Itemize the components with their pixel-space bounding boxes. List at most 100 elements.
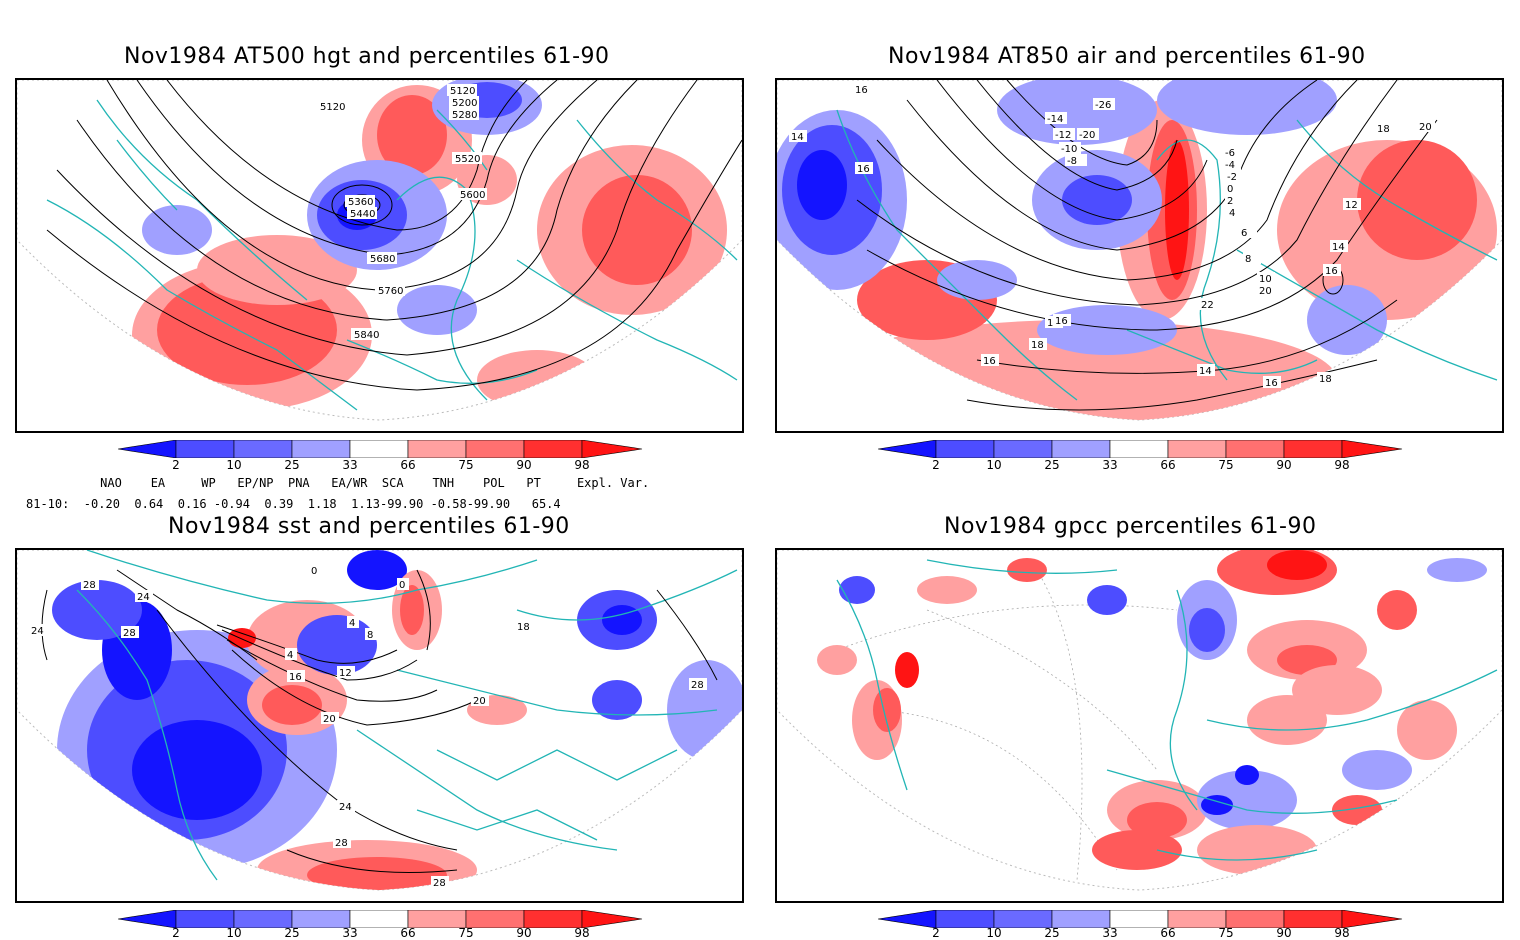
contour-label: 28 [691,680,704,691]
colorbar-top-left: 2 10 25 33 66 75 90 98 [117,439,644,474]
graticule [836,569,1178,881]
contour-label: 5760 [378,286,403,297]
contour-label: 5520 [455,154,480,165]
colorbar-label: 90 [516,926,532,940]
colorbar-label: 66 [1160,458,1176,472]
colorbar-swatches [877,909,1403,929]
contour-label: -2 [1227,172,1237,183]
indices-header: NAO EA WP EP/NP PNA EA/WR SCA TNH POL PT… [64,476,650,490]
contour-label: 28 [123,628,136,639]
contour-label: 28 [83,580,96,591]
contour-label: 28 [335,838,348,849]
map-panel-gpcc [775,548,1504,903]
colorbar-label: 33 [342,926,358,940]
colorbar-label: 66 [400,926,416,940]
panel-title-sst: Nov1984 sst and percentiles 61-90 [168,514,570,539]
contour-label: 24 [137,592,150,603]
colorbar-label: 98 [1334,458,1350,472]
contour-label: 4 [1229,208,1235,219]
contour-labels: 5120 5200 5280 5120 5360 5440 5520 5600 … [317,84,487,341]
contour-label: 16 [1265,378,1278,389]
contour-label: 6 [1241,228,1247,239]
contour-label: 24 [31,626,44,637]
colorbar-label: 98 [574,926,590,940]
colorbar-label: 10 [986,926,1002,940]
colorbar-label: 90 [1276,458,1292,472]
colorbar-bottom-right: 2 10 25 33 66 75 90 98 [877,909,1404,940]
colorbar-label: 10 [226,926,242,940]
contour-label: 18 [1377,124,1390,135]
indices-row: 81-10: -0.20 0.64 0.16 -0.94 0.39 1.18 1… [26,497,561,511]
contour-label: 12 [1345,200,1358,211]
contour-label: -4 [1225,160,1235,171]
map-sst: 28 24 28 24 0 0 4 8 4 16 12 20 24 28 28 … [17,550,742,891]
map-at850: 16 14 16 -26 -20 -14 -12 -10 -8 -6 -4 -2… [777,80,1502,421]
contour-labels: 28 24 28 24 0 0 4 8 4 16 12 20 24 28 28 … [29,564,707,889]
colorbar-swatches [877,439,1403,459]
contour-label: 5840 [354,330,379,341]
contour-label: 18 [1319,374,1332,385]
contour-label: 24 [339,802,352,813]
contour-label: 5280 [452,110,477,121]
colorbar-label: 2 [932,458,940,472]
percentile-shading [777,80,1497,420]
colorbar-label: 98 [574,458,590,472]
colorbar-label: 33 [1102,458,1118,472]
contour-label: -12 [1055,130,1071,141]
temperature-contours [856,80,1438,411]
contour-label: 5120 [320,102,345,113]
contour-label: 14 [1199,366,1212,377]
height-contours [46,80,742,391]
colorbar-label: 98 [1334,926,1350,940]
contour-label: 28 [433,878,446,889]
contour-label: 16 [1055,316,1068,327]
contour-label: 12 [339,668,352,679]
contour-label: 5200 [452,98,477,109]
colorbar-label: 90 [516,458,532,472]
contour-label: -26 [1095,100,1111,111]
contour-label: 16 [289,672,302,683]
contour-label: 0 [311,566,317,577]
panel-title-gpcc: Nov1984 gpcc percentiles 61-90 [944,514,1317,539]
colorbar-label: 33 [342,458,358,472]
coastlines [76,550,738,881]
map-at500: 5120 5200 5280 5120 5360 5440 5520 5600 … [17,80,742,421]
colorbar-label: 2 [172,926,180,940]
colorbar-label: 2 [932,926,940,940]
contour-labels: 16 14 16 -26 -20 -14 -12 -10 -8 -6 -4 -2… [789,83,1435,389]
colorbar-label: 75 [1218,458,1234,472]
contour-label: 4 [349,618,355,629]
contour-label: 8 [367,630,373,641]
contour-label: -10 [1061,144,1077,155]
contour-label: 2 [1227,196,1233,207]
panel-title-at850: Nov1984 AT850 air and percentiles 61-90 [888,44,1366,69]
contour-label: 5600 [460,190,485,201]
map-panel-at850: 16 14 16 -26 -20 -14 -12 -10 -8 -6 -4 -2… [775,78,1504,433]
colorbar-label: 25 [1044,458,1060,472]
colorbar-label: 33 [1102,926,1118,940]
coastlines [836,109,1498,401]
colorbar-swatches [117,909,643,929]
contour-label: 8 [1245,254,1251,265]
contour-label: 16 [855,85,868,96]
contour-label: 5120 [450,86,475,97]
sst-contours [41,569,718,873]
percentile-shading [817,550,1487,875]
contour-label: 16 [983,356,996,367]
colorbar-label: 90 [1276,926,1292,940]
contour-label: -14 [1047,114,1063,125]
colorbar-label: 75 [1218,926,1234,940]
colorbar-label: 10 [226,458,242,472]
coastlines [46,99,738,411]
contour-label: 10 [1259,274,1272,285]
colorbar-label: 25 [284,926,300,940]
colorbar-label: 75 [458,458,474,472]
map-panel-at500: 5120 5200 5280 5120 5360 5440 5520 5600 … [15,78,744,433]
contour-label: 20 [323,714,336,725]
contour-label: 4 [287,650,293,661]
contour-label: 5360 [348,197,373,208]
contour-label: 20 [1259,286,1272,297]
contour-label: -6 [1225,148,1235,159]
coastlines [836,559,1498,861]
colorbar-top-right: 2 10 25 33 66 75 90 98 [877,439,1404,474]
